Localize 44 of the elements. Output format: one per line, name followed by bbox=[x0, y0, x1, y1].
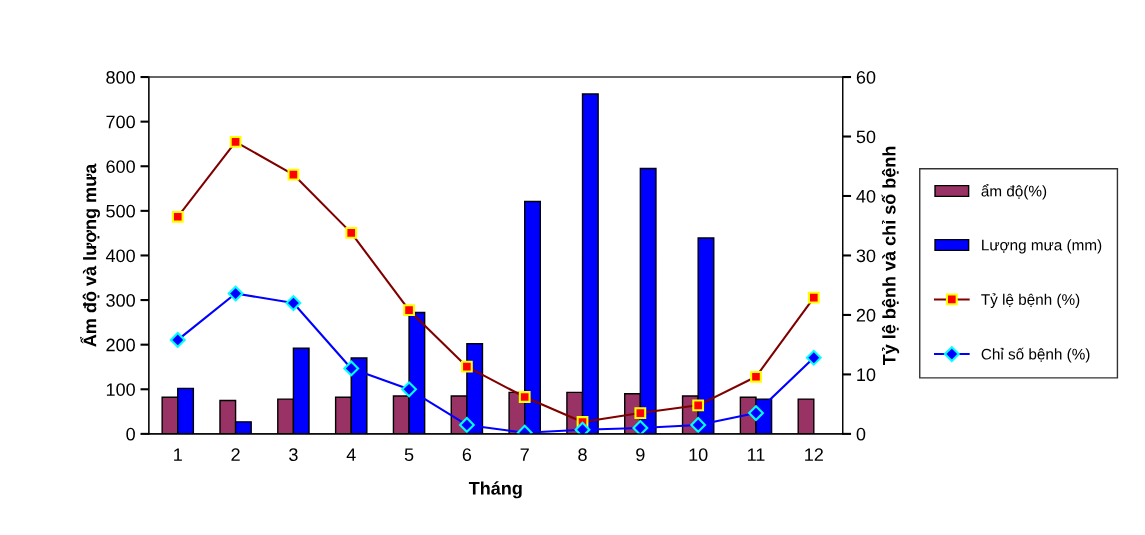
y-tick-label: 100 bbox=[106, 383, 135, 396]
x-tick-label: 12 bbox=[805, 448, 823, 461]
x-tick-label: 6 bbox=[462, 448, 472, 462]
x-tick-label: 7 bbox=[520, 448, 529, 461]
y-tick-label: 800 bbox=[106, 70, 135, 84]
y-tick-label: 600 bbox=[106, 160, 135, 173]
y-tick-label: 400 bbox=[105, 249, 135, 263]
y2-tick-label: 50 bbox=[856, 130, 876, 144]
y2-tick-label: 60 bbox=[856, 70, 876, 84]
point bbox=[285, 295, 302, 311]
y-tick-label: 700 bbox=[106, 115, 135, 129]
x-tick-label: 5 bbox=[404, 448, 414, 462]
x-tick-label: 9 bbox=[636, 448, 645, 462]
x-tick-label: 1 bbox=[174, 448, 182, 461]
y-tick-label: 0 bbox=[126, 427, 135, 441]
point bbox=[169, 332, 186, 348]
point bbox=[805, 349, 822, 366]
x-axis-title: Tháng bbox=[468, 481, 522, 499]
point bbox=[690, 417, 707, 433]
point bbox=[401, 381, 417, 398]
legend-label: Chỉ số bệnh (%) bbox=[981, 347, 1090, 363]
y2-tick-label: 10 bbox=[857, 368, 876, 382]
y2-tick-label: 40 bbox=[856, 189, 876, 203]
y-tick-label: 500 bbox=[106, 204, 135, 218]
x-tick-label: 4 bbox=[346, 448, 356, 461]
x-tick-label: 3 bbox=[289, 448, 298, 462]
legend-label: ẩm độ(%) bbox=[981, 184, 1047, 200]
point bbox=[227, 285, 244, 302]
y-tick-label: 300 bbox=[106, 294, 135, 307]
y2-tick-label: 30 bbox=[856, 249, 876, 263]
legend-label: Tỷ lệ bệnh (%) bbox=[981, 293, 1080, 308]
y-axis-title: Ẩm độ và lượng mưa bbox=[79, 163, 100, 347]
legend-label: Lượng mưa (mm) bbox=[982, 239, 1102, 254]
y2-tick-label: 0 bbox=[856, 427, 866, 441]
y-tick-label: 200 bbox=[106, 338, 135, 352]
y2-axis-title: Tỷ lệ bệnh và chỉ số bệnh bbox=[881, 146, 900, 366]
point bbox=[343, 360, 360, 377]
point bbox=[632, 420, 649, 434]
x-tick-label: 8 bbox=[578, 448, 587, 462]
x-tick-label: 11 bbox=[747, 448, 765, 461]
x-tick-label: 2 bbox=[231, 448, 240, 461]
point bbox=[458, 417, 475, 433]
y2-tick-label: 20 bbox=[856, 308, 876, 322]
x-tick-label: 10 bbox=[689, 448, 708, 462]
